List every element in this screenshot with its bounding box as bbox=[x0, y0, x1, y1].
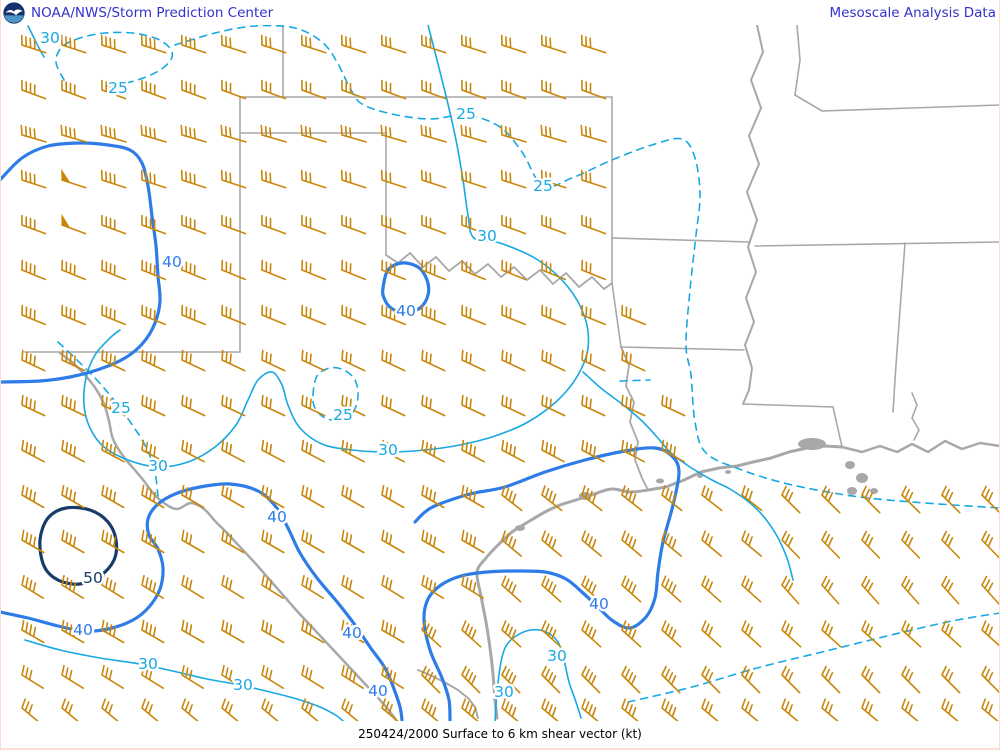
map-caption: 250424/2000 Surface to 6 km shear vector… bbox=[358, 727, 642, 741]
contour-label-30: 30 bbox=[40, 29, 60, 47]
contour-label-40: 40 bbox=[73, 621, 93, 639]
contour-label-40: 40 bbox=[396, 302, 416, 320]
contour-label-25: 25 bbox=[111, 399, 131, 417]
contour-label-40: 40 bbox=[162, 253, 182, 271]
contour-label-30: 30 bbox=[494, 683, 514, 701]
wind-barbs-layer bbox=[20, 34, 1000, 721]
contour-label-40: 40 bbox=[589, 595, 609, 613]
contour-label-50: 50 bbox=[83, 569, 103, 587]
contour-label-30: 30 bbox=[378, 441, 398, 459]
contour-label-25: 25 bbox=[456, 105, 476, 123]
contour-label-40: 40 bbox=[368, 682, 388, 700]
page-title: NOAA/NWS/Storm Prediction Center bbox=[31, 5, 274, 21]
contour-label-30: 30 bbox=[138, 655, 158, 673]
contour-label-30: 30 bbox=[547, 647, 567, 665]
shear-contours-layer bbox=[0, 25, 1000, 721]
contour-label-40: 40 bbox=[267, 508, 287, 526]
contour-label-30: 30 bbox=[477, 227, 497, 245]
contour-label-25: 25 bbox=[108, 79, 128, 97]
header-right-title: Mesoscale Analysis Data bbox=[829, 5, 996, 21]
contour-label-30: 30 bbox=[148, 457, 168, 475]
noaa-logo-icon bbox=[3, 2, 25, 24]
state-borders-layer bbox=[24, 25, 1000, 721]
contour-label-40: 40 bbox=[342, 624, 362, 642]
contour-labels-layer: 30 25 25 25 30 40 40 25 25 30 30 40 50 40 40 40 30 30 30 30… bbox=[38, 27, 612, 704]
header-bar: NOAA/NWS/Storm Prediction Center Mesosca… bbox=[0, 0, 1000, 26]
contour-label-25: 25 bbox=[333, 406, 353, 424]
contour-label-25: 25 bbox=[533, 177, 553, 195]
contour-label-30: 30 bbox=[233, 676, 253, 694]
